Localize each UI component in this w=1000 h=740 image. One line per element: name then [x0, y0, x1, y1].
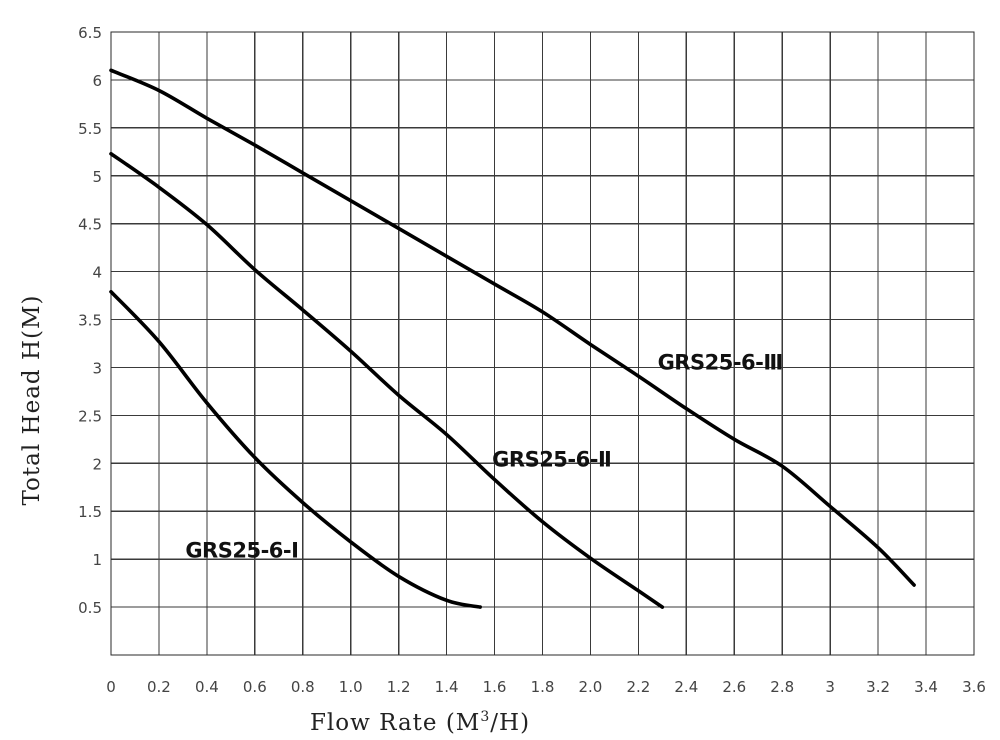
y-tick-label: 3.5: [78, 312, 102, 330]
y-tick-label: 6: [92, 72, 102, 90]
x-tick-label: 0.2: [147, 678, 171, 696]
y-axis-tick-labels: 0.5 1 1.5 2 2.5 3 3.5 4 4.5 5 5.5 6 6.5: [78, 24, 102, 617]
curve-label-grs25-6-2: GRS25-6-Ⅱ: [492, 448, 611, 472]
x-tick-label: 2.0: [579, 678, 603, 696]
x-tick-label: 3.2: [866, 678, 890, 696]
y-tick-label: 2: [92, 455, 102, 473]
y-axis-title: Total Head H(M): [19, 295, 45, 506]
y-tick-label: 4: [92, 264, 102, 282]
y-tick-label: 1.5: [78, 503, 102, 521]
curve-grs25-6-1: [109, 289, 482, 609]
x-tick-label: 1.0: [339, 678, 363, 696]
y-tick-label: 4.5: [78, 216, 102, 234]
x-axis-title: Flow Rate (M3/H): [310, 709, 530, 736]
plot-grid: [110, 31, 975, 656]
y-tick-label: 0.5: [78, 599, 102, 617]
x-tick-label: 3.6: [962, 678, 986, 696]
x-tick-label: 1.8: [531, 678, 555, 696]
y-tick-label: 6.5: [78, 24, 102, 42]
x-tick-label: 2.4: [674, 678, 698, 696]
y-tick-label: 2.5: [78, 407, 102, 425]
curve-labels: GRS25-6-Ⅰ GRS25-6-Ⅱ GRS25-6-Ⅲ: [185, 351, 783, 563]
y-tick-label: 1: [92, 551, 102, 569]
x-tick-label: 0.6: [243, 678, 267, 696]
x-tick-label: 1.6: [483, 678, 507, 696]
x-tick-label: 3: [825, 678, 835, 696]
x-tick-label: 0.8: [291, 678, 315, 696]
curve-grs25-6-2: [109, 151, 665, 609]
y-tick-label: 3: [92, 359, 102, 377]
x-tick-label: 2.6: [722, 678, 746, 696]
y-tick-label: 5: [92, 168, 102, 186]
curve-label-grs25-6-3: GRS25-6-Ⅲ: [658, 351, 783, 375]
x-tick-label: 1.4: [435, 678, 459, 696]
x-tick-label: 3.4: [914, 678, 938, 696]
performance-curves: [109, 68, 916, 609]
x-tick-label: 2.2: [626, 678, 650, 696]
x-axis-tick-labels: 0 0.2 0.4 0.6 0.8 1.0 1.2 1.4 1.6 1.8 2.0 2.2 2.4 2.6…: [106, 678, 986, 696]
x-tick-label: 1.2: [387, 678, 411, 696]
x-tick-label: 0.4: [195, 678, 219, 696]
x-tick-label: 2.8: [770, 678, 794, 696]
x-tick-label: 0: [106, 678, 116, 696]
plot-frame: [110, 31, 975, 656]
y-tick-label: 5.5: [78, 120, 102, 138]
curve-grs25-6-3: [109, 68, 916, 587]
curve-label-grs25-6-1: GRS25-6-Ⅰ: [185, 539, 298, 563]
